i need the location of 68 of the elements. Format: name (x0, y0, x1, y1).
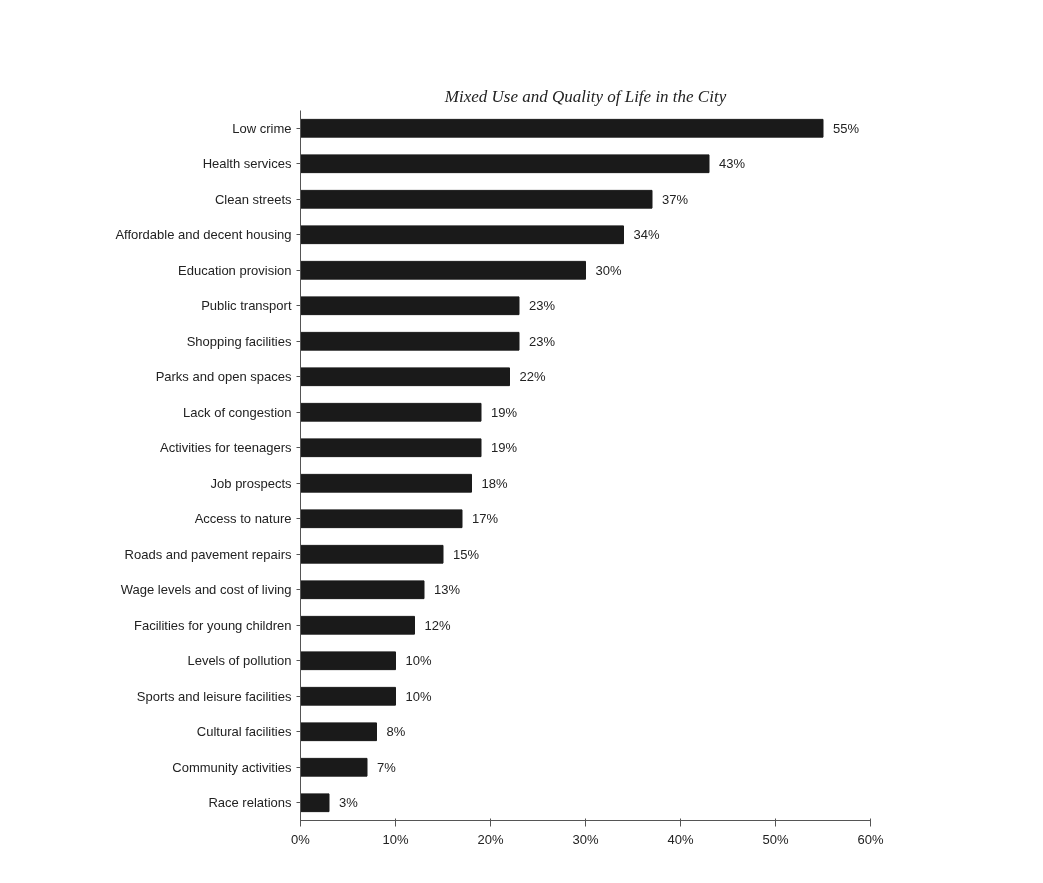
y-tick-label: Community activities (172, 759, 292, 775)
bar (300, 580, 425, 600)
x-tick-label: 50% (762, 831, 789, 847)
data-label: 23% (529, 333, 556, 349)
x-tick-label: 30% (572, 831, 599, 847)
data-label: 17% (472, 511, 499, 527)
bar (300, 686, 396, 706)
y-tick-label: Race relations (208, 795, 292, 811)
x-tick-label: 10% (382, 831, 409, 847)
x-tick-label: 0% (291, 831, 311, 847)
chart-title: Mixed Use and Quality of Life in the City (443, 86, 727, 106)
y-tick-label: Access to nature (194, 511, 292, 527)
bar (300, 296, 520, 316)
y-tick-label: Health services (202, 156, 292, 172)
bar (300, 260, 586, 280)
data-label: 18% (481, 475, 508, 491)
y-tick-label: Lack of congestion (183, 404, 292, 420)
data-label: 22% (519, 369, 546, 385)
data-label: 19% (491, 440, 518, 456)
bar (300, 757, 368, 777)
y-tick-label: Sports and leisure facilities (136, 688, 292, 704)
y-tick-label: Low crime (232, 120, 292, 136)
bar (300, 509, 463, 529)
y-tick-label: Activities for teenagers (160, 440, 292, 456)
y-tick-label: Wage levels and cost of living (120, 582, 292, 598)
data-label: 10% (405, 653, 432, 669)
data-label: 34% (633, 227, 660, 243)
data-label: 19% (491, 404, 518, 420)
bar (300, 402, 482, 422)
bar (300, 544, 444, 564)
bar (300, 331, 520, 351)
y-tick-label: Affordable and decent housing (115, 227, 292, 243)
x-tick-label: 60% (857, 831, 884, 847)
bar (300, 189, 653, 209)
x-tick-label: 40% (667, 831, 694, 847)
y-tick-label: Cultural facilities (196, 724, 292, 740)
bar (300, 118, 824, 138)
y-tick-label: Education provision (178, 262, 292, 278)
y-tick-label: Facilities for young children (133, 617, 292, 633)
data-label: 12% (424, 617, 451, 633)
data-label: 37% (662, 191, 689, 207)
data-label: 10% (405, 688, 432, 704)
bar (300, 615, 415, 635)
data-label: 8% (386, 724, 406, 740)
y-tick-label: Shopping facilities (186, 333, 292, 349)
data-label: 3% (339, 795, 359, 811)
bar (300, 473, 472, 493)
y-tick-label: Levels of pollution (187, 653, 292, 669)
data-label: 15% (453, 546, 480, 562)
y-tick-label: Public transport (201, 298, 292, 314)
y-tick-label: Job prospects (210, 475, 292, 491)
bar (300, 438, 482, 458)
data-label: 30% (595, 262, 622, 278)
bar (300, 225, 624, 245)
bar (300, 722, 377, 742)
data-label: 7% (377, 759, 397, 775)
data-label: 55% (833, 120, 860, 136)
y-tick-label: Parks and open spaces (155, 369, 292, 385)
data-label: 13% (434, 582, 461, 598)
x-tick-label: 20% (477, 831, 504, 847)
bar (300, 793, 330, 813)
y-tick-label: Clean streets (214, 191, 292, 207)
data-label: 23% (529, 298, 556, 314)
bar (300, 154, 710, 174)
data-label: 43% (719, 156, 746, 172)
bar (300, 651, 396, 671)
y-tick-label: Roads and pavement repairs (124, 546, 292, 562)
bar (300, 367, 510, 387)
